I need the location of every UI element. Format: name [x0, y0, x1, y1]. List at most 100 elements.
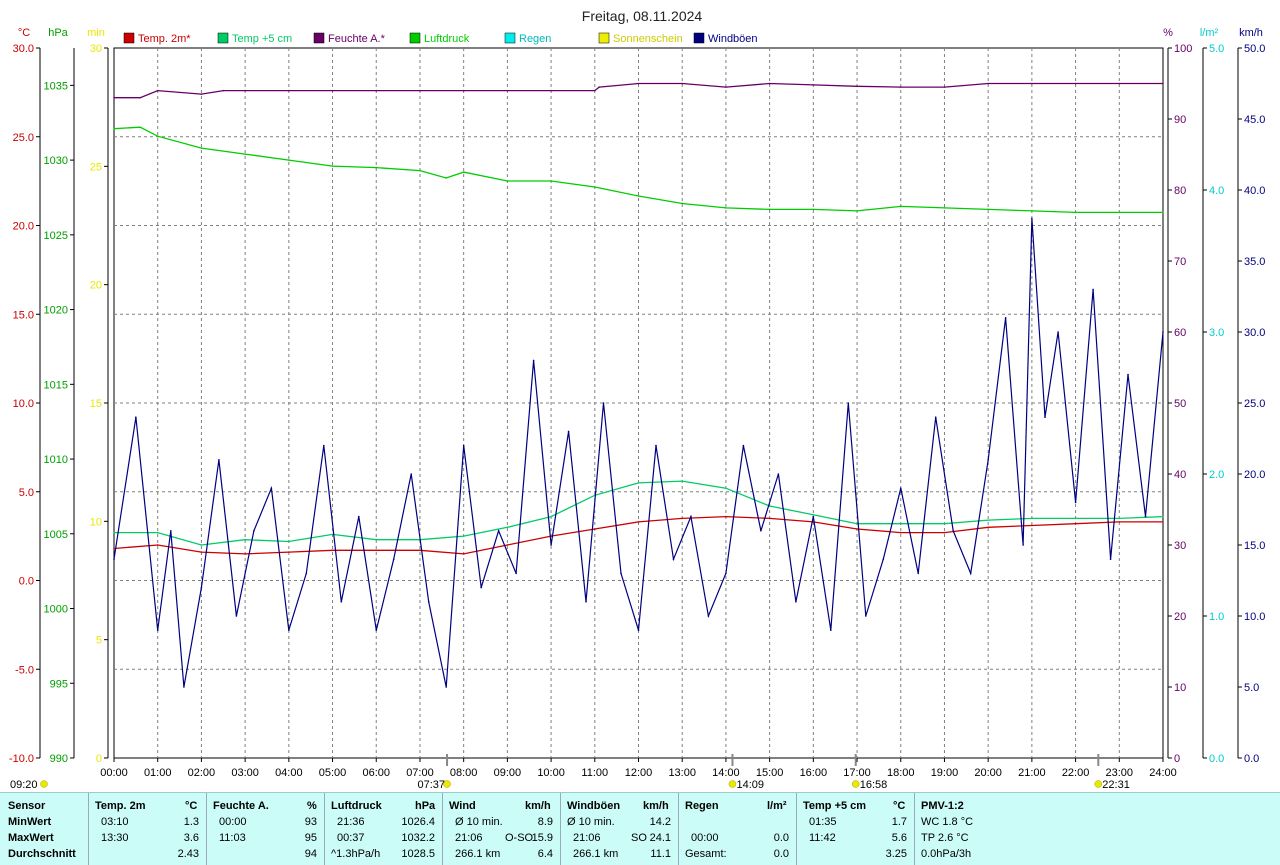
axis-label-temp: 0.0: [19, 576, 34, 588]
series-point: [156, 544, 159, 546]
axis-unit-temp: °C: [18, 27, 30, 39]
stats-rain: Regen l/m² 00:00 0.0 Gesamt: 0.0: [678, 793, 797, 865]
series-point: [725, 487, 727, 490]
series-point: [882, 558, 885, 560]
axis-label-pressure: 1035: [44, 80, 68, 92]
series-point: [244, 89, 246, 92]
axis-label-humidity: 10: [1174, 682, 1186, 694]
series-point: [139, 126, 142, 129]
statistics-panel: Sensor MinWert MaxWert Durchschnitt Temp…: [0, 792, 1280, 865]
series-point: [506, 180, 509, 182]
series-point: [288, 159, 290, 161]
series-point: [1044, 416, 1046, 419]
series-point: [899, 205, 902, 208]
stats-pressure: Luftdruck hPa 21:36 1026.4 00:37 1032.2 …: [324, 793, 443, 865]
series-point: [899, 531, 902, 534]
series-point: [331, 549, 334, 552]
axis-label-pressure: 995: [50, 678, 68, 690]
series-point: [480, 586, 482, 589]
x-tick-label: 22:00: [1062, 767, 1090, 779]
axis-label-sunshine: 25: [90, 161, 102, 173]
stats-temp5cm-max-time: 11:42: [809, 832, 836, 844]
stats-temp5cm-min: 1.7: [891, 816, 907, 828]
axis-label-sunshine: 5: [96, 635, 102, 647]
stats-row-label-avg: Durchschnitt: [8, 848, 76, 860]
series-point: [113, 558, 115, 560]
series-point: [987, 82, 989, 85]
series-point: [602, 402, 605, 404]
series-point: [139, 96, 142, 99]
stats-humidity-head: Feuchte A.: [213, 800, 269, 812]
legend-swatch: [123, 32, 135, 44]
x-tick-label: 08:00: [450, 767, 478, 779]
series-point: [856, 85, 858, 88]
series-point: [637, 521, 640, 523]
series-point: [497, 530, 500, 532]
series-point: [681, 480, 684, 482]
series-point: [445, 177, 447, 179]
sun-icon: [443, 780, 451, 788]
x-tick-label: 03:00: [231, 767, 259, 779]
stats-humidity-max: 95: [304, 832, 317, 844]
series-point: [375, 549, 378, 552]
series-point: [1162, 82, 1164, 85]
stats-wind-col1-0: Ø 10 min.: [455, 816, 503, 828]
axis-label-humidity: 90: [1174, 114, 1186, 126]
sun-marker: 14:09: [728, 754, 764, 791]
axis-label-humidity: 80: [1174, 185, 1186, 197]
series-point: [598, 86, 600, 88]
series-point: [156, 531, 159, 534]
series-point: [331, 89, 334, 92]
series-point: [419, 89, 421, 92]
axis-label-wind: 35.0: [1244, 256, 1265, 268]
stats-rain-value-1: 0.0: [773, 832, 789, 844]
series-point: [1031, 217, 1033, 220]
stats-pressure-min: 1026.4: [401, 816, 435, 828]
series-point: [593, 89, 596, 92]
stats-temp2m-avg: 2.43: [177, 848, 199, 860]
stats-temp2m-unit: °C: [185, 800, 198, 812]
series-point: [506, 544, 509, 546]
x-tick-label: 24:00: [1149, 767, 1177, 779]
axis-label-wind: 15.0: [1244, 540, 1265, 552]
stats-gusts-value-1: 24.1: [649, 832, 671, 844]
stats-wind-dir: O-SO: [505, 832, 534, 844]
series-point: [462, 171, 465, 173]
stats-gusts-col1-0: Ø 10 min.: [567, 816, 615, 828]
series-point: [506, 89, 509, 92]
sun-marker: 09:20: [10, 779, 48, 791]
series-luftdruck: [113, 126, 1164, 214]
series-point: [899, 487, 902, 490]
series-point: [690, 515, 692, 518]
axis-label-pressure: 1030: [44, 155, 68, 167]
stats-rain-col1-2: Gesamt:: [685, 848, 727, 860]
series-point: [200, 147, 203, 149]
series-point: [760, 530, 762, 532]
stats-gusts-unit: km/h: [643, 800, 669, 812]
series-point: [1162, 515, 1164, 518]
legend-label: Temp +5 cm: [232, 33, 292, 45]
series-point: [200, 544, 203, 546]
series-point: [672, 558, 675, 560]
stats-humidity-min-time: 00:00: [219, 816, 247, 828]
legend: Temp. 2m* Temp +5 cm Feuchte A.* Luftdruck R…: [123, 32, 758, 45]
series-point: [445, 686, 447, 688]
series-point: [856, 528, 858, 530]
series-point: [1074, 211, 1077, 214]
stats-gusts-value-0: 14.2: [649, 816, 671, 828]
axis-unit-sunshine: min: [87, 27, 105, 39]
stats-pressure-min-time: 21:36: [337, 816, 365, 828]
series-point: [170, 530, 172, 532]
series-point: [725, 207, 727, 209]
axis-label-pressure: 1005: [44, 529, 68, 541]
series-point: [768, 517, 771, 520]
series-point: [768, 82, 771, 85]
stats-gusts-dir: SO: [631, 832, 647, 844]
x-tick-label: 10:00: [537, 767, 565, 779]
axis-label-temp: 20.0: [13, 221, 34, 233]
axis-label-humidity: 20: [1174, 611, 1186, 623]
sun-icon: [851, 780, 860, 788]
series-point: [681, 517, 684, 520]
series-point: [1118, 82, 1121, 85]
stats-pressure-trend: ^1.3hPa/h: [331, 848, 381, 860]
